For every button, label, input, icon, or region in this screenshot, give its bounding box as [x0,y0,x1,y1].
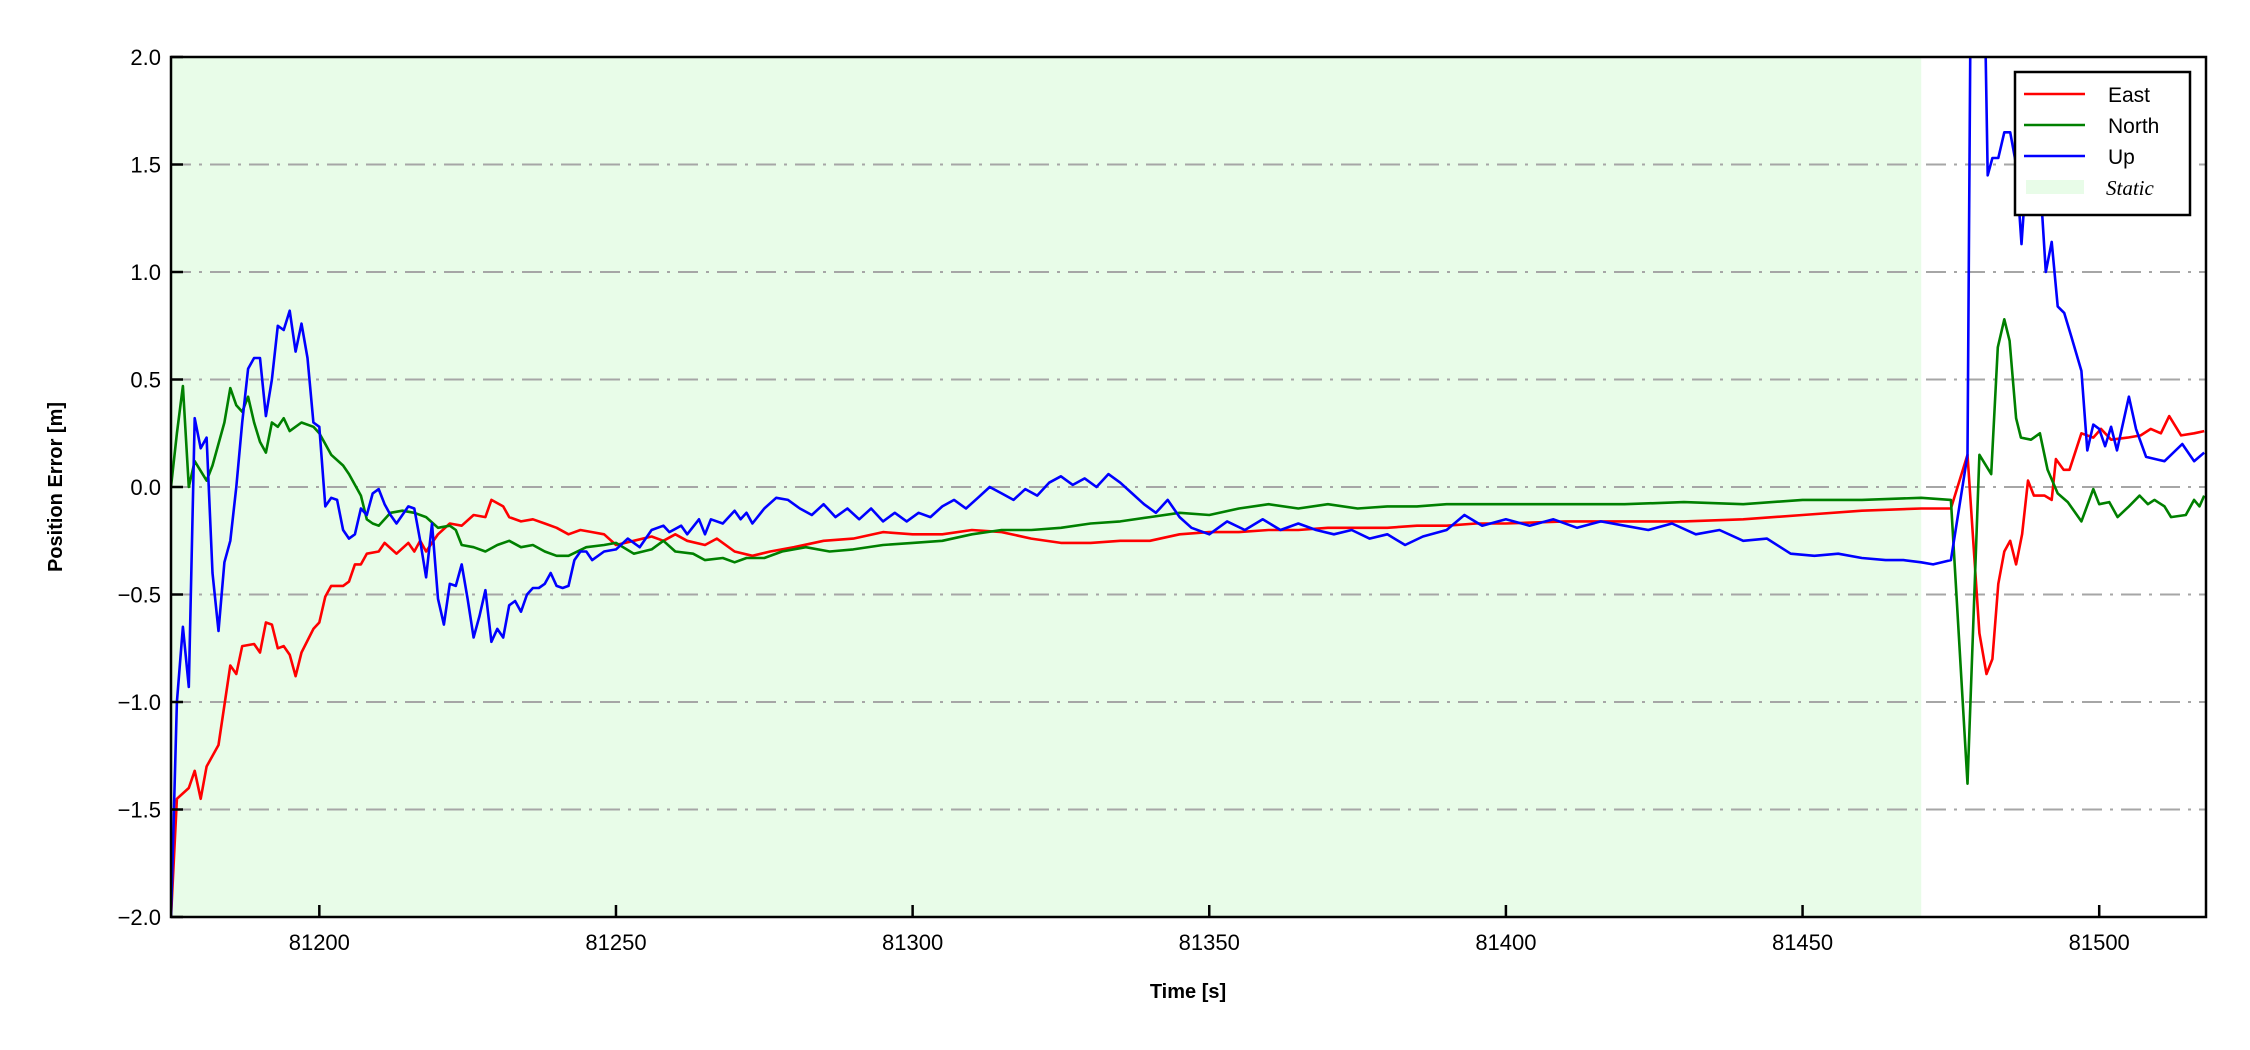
series-line-up [171,57,2206,917]
series-line-east [171,414,2205,917]
legend-north-label: North [2108,115,2159,138]
y-tick-label: 1.5 [130,153,161,178]
x-axis-label: Time [s] [1150,981,1226,1003]
x-tick-label: 81350 [1179,930,1240,955]
series-line-north [171,318,2206,785]
x-tick-label: 81250 [585,930,646,955]
y-tick-label: 1.0 [130,260,161,285]
y-axis-label: Position Error [m] [45,402,67,572]
y-tick-label: 2.0 [130,45,161,70]
x-tick-label: 81500 [2069,930,2130,955]
y-tick-label: 0.5 [130,368,161,393]
y-tick-label: −1.5 [118,798,161,823]
legend-up-label: Up [2108,146,2135,169]
x-tick-label: 81450 [1772,930,1833,955]
x-tick-label: 81200 [289,930,350,955]
legend: East North Up Static [2013,70,2192,217]
x-tick-label: 81300 [882,930,943,955]
y-tick-label: −1.0 [118,690,161,715]
legend-east-label: East [2108,84,2150,107]
legend-static-swatch [2026,180,2084,194]
legend-static-label: Static [2106,176,2155,200]
y-tick-label: −0.5 [118,583,161,608]
y-tick-label: −2.0 [118,905,161,930]
x-tick-label: 81400 [1475,930,1536,955]
y-tick-label: 0.0 [130,475,161,500]
